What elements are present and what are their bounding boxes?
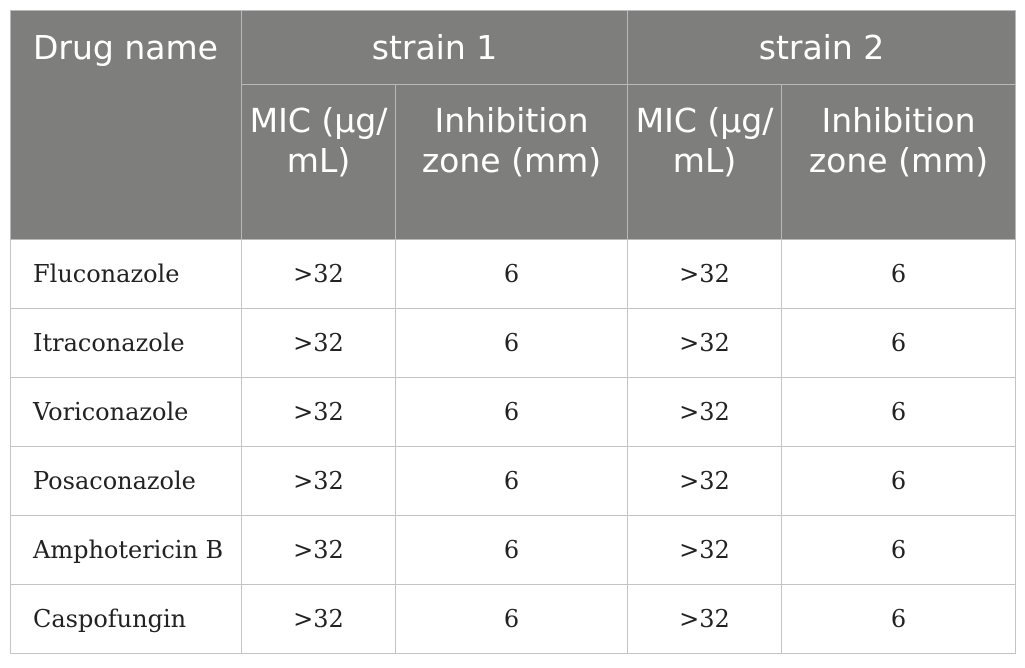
- strain1-zone-cell: 6: [395, 446, 628, 516]
- strain2-zone-cell: 6: [781, 239, 1016, 309]
- strain1-mic-cell: >32: [241, 584, 396, 654]
- strain2-mic-cell: >32: [627, 446, 782, 516]
- strain2-zone-cell: 6: [781, 377, 1016, 447]
- strain1-zone-cell: 6: [395, 308, 628, 378]
- table-row: Voriconazole >32 6 >32 6: [10, 377, 1016, 447]
- table-row: Caspofungin >32 6 >32 6: [10, 584, 1016, 654]
- strain2-zone-cell: 6: [781, 515, 1016, 585]
- strain2-mic-cell: >32: [627, 377, 782, 447]
- drug-name-cell: Itraconazole: [10, 308, 242, 378]
- drug-name-cell: Fluconazole: [10, 239, 242, 309]
- drug-name-cell: Voriconazole: [10, 377, 242, 447]
- header-strain-2: strain 2: [627, 10, 1016, 85]
- strain2-zone-cell: 6: [781, 584, 1016, 654]
- strain1-zone-cell: 6: [395, 377, 628, 447]
- table-header: Drug name strain 1 strain 2 MIC (μg/ mL)…: [10, 10, 1016, 240]
- strain2-mic-cell: >32: [627, 239, 782, 309]
- strain1-zone-cell: 6: [395, 239, 628, 309]
- table-body: Fluconazole >32 6 >32 6 Itraconazole >32…: [10, 239, 1016, 654]
- header-strain1-mic: MIC (μg/ mL): [241, 84, 396, 240]
- table-row: Amphotericin B >32 6 >32 6: [10, 515, 1016, 585]
- table-row: Posaconazole >32 6 >32 6: [10, 446, 1016, 516]
- drug-name-cell: Posaconazole: [10, 446, 242, 516]
- header-strain-1: strain 1: [241, 10, 628, 85]
- strain2-zone-cell: 6: [781, 308, 1016, 378]
- strain2-mic-cell: >32: [627, 515, 782, 585]
- table-row: Fluconazole >32 6 >32 6: [10, 239, 1016, 309]
- strain1-zone-cell: 6: [395, 584, 628, 654]
- strain1-mic-cell: >32: [241, 308, 396, 378]
- strain1-mic-cell: >32: [241, 377, 396, 447]
- header-strain1-inhibition: Inhibition zone (mm): [395, 84, 628, 240]
- strain2-mic-cell: >32: [627, 308, 782, 378]
- header-drug-name: Drug name: [10, 10, 242, 240]
- table-row: Itraconazole >32 6 >32 6: [10, 308, 1016, 378]
- strain2-mic-cell: >32: [627, 584, 782, 654]
- strain2-zone-cell: 6: [781, 446, 1016, 516]
- strain1-mic-cell: >32: [241, 239, 396, 309]
- strain1-mic-cell: >32: [241, 515, 396, 585]
- strain1-mic-cell: >32: [241, 446, 396, 516]
- strain1-zone-cell: 6: [395, 515, 628, 585]
- header-strain2-inhibition: Inhibition zone (mm): [781, 84, 1016, 240]
- header-strain2-mic: MIC (μg/ mL): [627, 84, 782, 240]
- drug-susceptibility-table: Drug name strain 1 strain 2 MIC (μg/ mL)…: [10, 10, 1016, 654]
- drug-name-cell: Caspofungin: [10, 584, 242, 654]
- drug-name-cell: Amphotericin B: [10, 515, 242, 585]
